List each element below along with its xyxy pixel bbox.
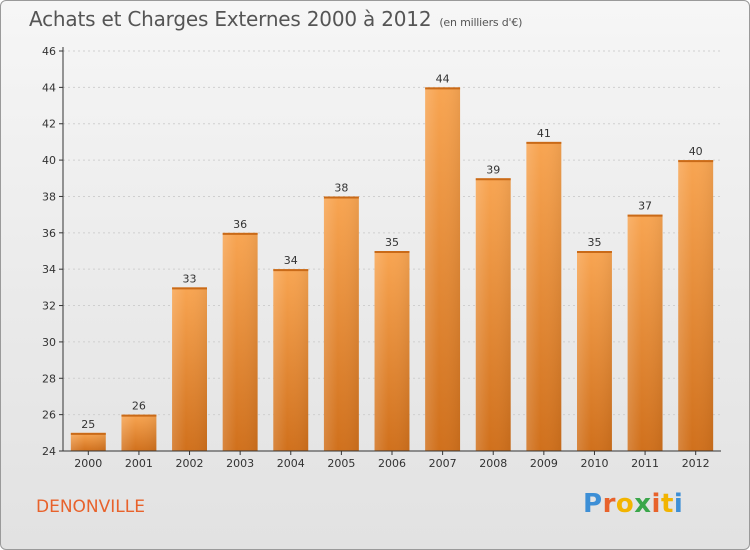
x-tick-label: 2012 <box>682 457 710 470</box>
bar-value-label: 40 <box>689 145 703 158</box>
bar-shine <box>678 160 714 451</box>
bar-value-label: 35 <box>385 236 399 249</box>
bar-value-label: 26 <box>132 400 146 413</box>
labels: 24 26 28 30 32 34 36 38 40 42 44 46 25 2000 26 2001 33 20… <box>42 45 710 470</box>
brand-letter: t <box>660 489 674 519</box>
brand-letter: i <box>673 489 684 519</box>
bar-value-label: 34 <box>284 254 298 267</box>
chart-title-text: Achats et Charges Externes 2000 à 2012 <box>29 7 432 31</box>
bar-value-label: 44 <box>436 72 450 85</box>
bar-value-label: 41 <box>537 127 551 140</box>
bar-shine <box>323 196 359 451</box>
x-tick-label: 2011 <box>631 457 659 470</box>
bar-shine <box>576 251 612 451</box>
y-tick-label: 30 <box>42 336 56 349</box>
x-tick-label: 2002 <box>176 457 204 470</box>
x-tick-label: 2007 <box>429 457 457 470</box>
y-tick-label: 34 <box>42 263 56 276</box>
y-tick-label: 40 <box>42 154 56 167</box>
y-tick-label: 28 <box>42 372 56 385</box>
bar-shine <box>425 87 461 451</box>
bar-shine <box>273 269 309 451</box>
brand-letter: o <box>615 489 635 519</box>
proxiti-logo: Proxiti <box>583 489 683 519</box>
y-tick-label: 38 <box>42 190 56 203</box>
bars <box>70 87 714 452</box>
y-tick-label: 44 <box>42 81 56 94</box>
bar-value-label: 38 <box>334 181 348 194</box>
y-tick-label: 36 <box>42 227 56 240</box>
commune-name: DENONVILLE <box>36 497 145 517</box>
y-tick-label: 26 <box>42 409 56 422</box>
x-tick-label: 2001 <box>125 457 153 470</box>
axes <box>59 47 721 455</box>
brand-letter: x <box>634 489 652 519</box>
y-tick-label: 46 <box>42 45 56 58</box>
brand-letter: r <box>602 489 616 519</box>
bar-value-label: 25 <box>81 418 95 431</box>
brand-letter: P <box>583 489 603 519</box>
bar-shine <box>222 232 258 451</box>
y-tick-label: 42 <box>42 118 56 131</box>
brand-letter: i <box>651 489 661 519</box>
bar-value-label: 39 <box>486 163 500 176</box>
bar-value-label: 33 <box>183 272 197 285</box>
x-tick-label: 2008 <box>479 457 507 470</box>
bar-shine <box>627 214 663 451</box>
bar-shine <box>121 414 157 451</box>
x-tick-label: 2003 <box>226 457 254 470</box>
x-tick-label: 2009 <box>530 457 558 470</box>
y-tick-label: 32 <box>42 300 56 313</box>
chart-subtitle: (en milliers d'€) <box>439 16 523 29</box>
x-tick-label: 2004 <box>277 457 305 470</box>
bar-shine <box>374 251 410 451</box>
bar-value-label: 36 <box>233 218 247 231</box>
y-tick-label: 24 <box>42 445 56 458</box>
chart-title: Achats et Charges Externes 2000 à 2012 (e… <box>29 7 522 31</box>
bar-value-label: 35 <box>587 236 601 249</box>
x-tick-label: 2006 <box>378 457 406 470</box>
x-tick-label: 2000 <box>74 457 102 470</box>
bar-shine <box>172 287 208 451</box>
bar-shine <box>526 141 562 451</box>
bar-value-label: 37 <box>638 200 652 213</box>
bar-shine <box>70 432 106 451</box>
x-tick-label: 2005 <box>327 457 355 470</box>
x-tick-label: 2010 <box>580 457 608 470</box>
bar-shine <box>475 178 511 452</box>
